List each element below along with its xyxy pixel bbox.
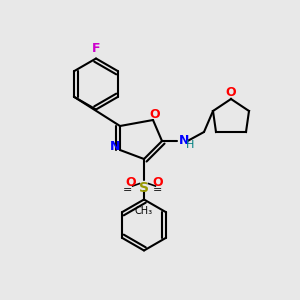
Text: =: = <box>153 185 162 196</box>
Text: S: S <box>139 182 149 196</box>
Text: N: N <box>110 140 121 153</box>
Text: =: = <box>123 185 132 196</box>
Text: F: F <box>92 43 100 56</box>
Text: O: O <box>152 176 163 189</box>
Text: H: H <box>185 140 194 150</box>
Text: O: O <box>226 86 236 99</box>
Text: N: N <box>178 134 189 148</box>
Text: CH₃: CH₃ <box>135 206 153 215</box>
Text: O: O <box>125 176 136 189</box>
Text: O: O <box>149 109 160 122</box>
